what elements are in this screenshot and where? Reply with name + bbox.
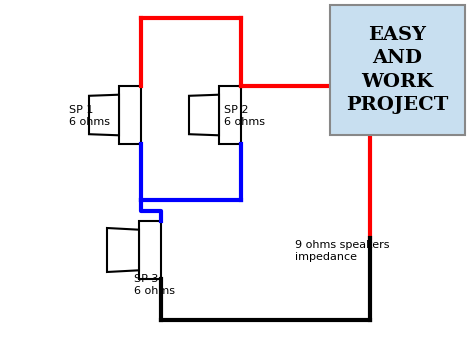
Polygon shape — [89, 95, 119, 135]
Text: SP 2
6 ohms: SP 2 6 ohms — [224, 105, 265, 127]
Text: EASY
AND
WORK
PROJECT: EASY AND WORK PROJECT — [346, 26, 449, 114]
Polygon shape — [189, 95, 219, 135]
Text: 9 ohms speakers
impedance: 9 ohms speakers impedance — [295, 240, 390, 262]
Bar — [139, 221, 161, 279]
Text: SP 1
6 ohms: SP 1 6 ohms — [69, 105, 110, 127]
Bar — [119, 86, 141, 144]
Bar — [219, 86, 241, 144]
Polygon shape — [107, 228, 139, 272]
Text: SP 3
6 ohms: SP 3 6 ohms — [134, 274, 175, 296]
FancyBboxPatch shape — [330, 5, 465, 135]
